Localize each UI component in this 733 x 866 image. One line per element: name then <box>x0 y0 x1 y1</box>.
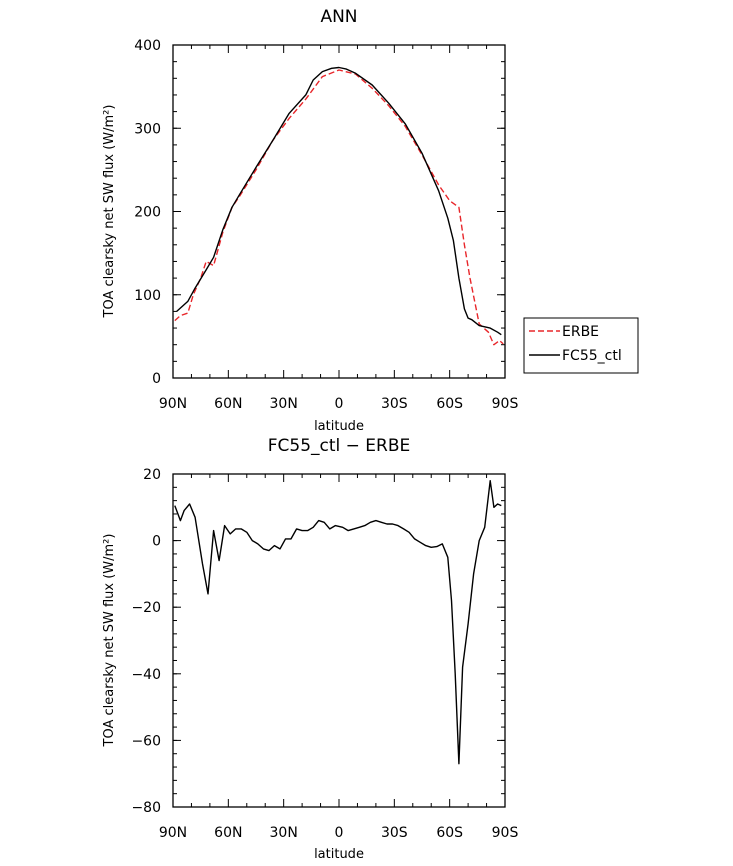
axis-ticks: 90N 60N 30N 0 30S 60S 90S −80 −60 −40 −20 0 20 <box>131 467 518 841</box>
y-tick-label: 100 <box>134 288 161 304</box>
chart-title: FC55_ctl − ERBE <box>268 436 411 456</box>
y-tick-label: 0 <box>152 534 161 550</box>
x-tick-label: 30S <box>381 825 408 841</box>
y-tick-label: 20 <box>143 467 161 483</box>
plot-frame <box>172 473 506 808</box>
chart-title: ANN <box>320 7 357 27</box>
y-tick-label: 400 <box>134 38 161 54</box>
x-tick-label: 90N <box>159 825 187 841</box>
y-tick-label: −20 <box>131 600 161 616</box>
legend: ERBE FC55_ctl <box>523 317 639 374</box>
y-tick-label: −60 <box>131 733 161 749</box>
x-tick-label: 30N <box>270 825 298 841</box>
x-tick-label: 30S <box>381 396 408 412</box>
legend-frame <box>523 317 639 374</box>
x-tick-label: 60S <box>436 396 463 412</box>
series-line-erbe <box>174 69 504 346</box>
x-tick-label: 60N <box>214 396 242 412</box>
series-line-difference <box>174 480 502 765</box>
x-tick-label: 60S <box>436 825 463 841</box>
plot-frame <box>172 44 506 379</box>
x-tick-label: 90S <box>492 825 519 841</box>
chart-panel-ann: ANN 90N 60N 30N 0 30S 60S 90S 0 100 200 300 400 TOA… <box>102 7 639 434</box>
x-tick-label: 60N <box>214 825 242 841</box>
x-tick-label: 0 <box>335 825 344 841</box>
x-tick-label: 30N <box>270 396 298 412</box>
axis-ticks: 90N 60N 30N 0 30S 60S 90S 0 100 200 300 400 <box>134 38 518 412</box>
y-axis-label: TOA clearsky net SW flux (W/m²) <box>102 105 117 319</box>
y-tick-label: 200 <box>134 205 161 221</box>
series-group <box>174 66 504 346</box>
legend-label-fc55: FC55_ctl <box>562 348 622 364</box>
y-tick-label: 0 <box>152 371 161 387</box>
series-line-fc55-ctl <box>176 66 502 336</box>
x-tick-label: 90S <box>492 396 519 412</box>
y-tick-label: −80 <box>131 800 161 816</box>
y-tick-label: −40 <box>131 667 161 683</box>
legend-label-erbe: ERBE <box>562 324 599 340</box>
chart-panel-diff: FC55_ctl − ERBE 90N 60N 30N 0 30S 60S 90S −80 −6… <box>102 436 518 862</box>
series-group <box>174 480 502 765</box>
x-axis-label: latitude <box>314 419 364 434</box>
y-tick-label: 300 <box>134 121 161 137</box>
x-tick-label: 0 <box>335 396 344 412</box>
y-axis-label: TOA clearsky net SW flux (W/m²) <box>102 534 117 748</box>
x-axis-label: latitude <box>314 847 364 862</box>
x-tick-label: 90N <box>159 396 187 412</box>
